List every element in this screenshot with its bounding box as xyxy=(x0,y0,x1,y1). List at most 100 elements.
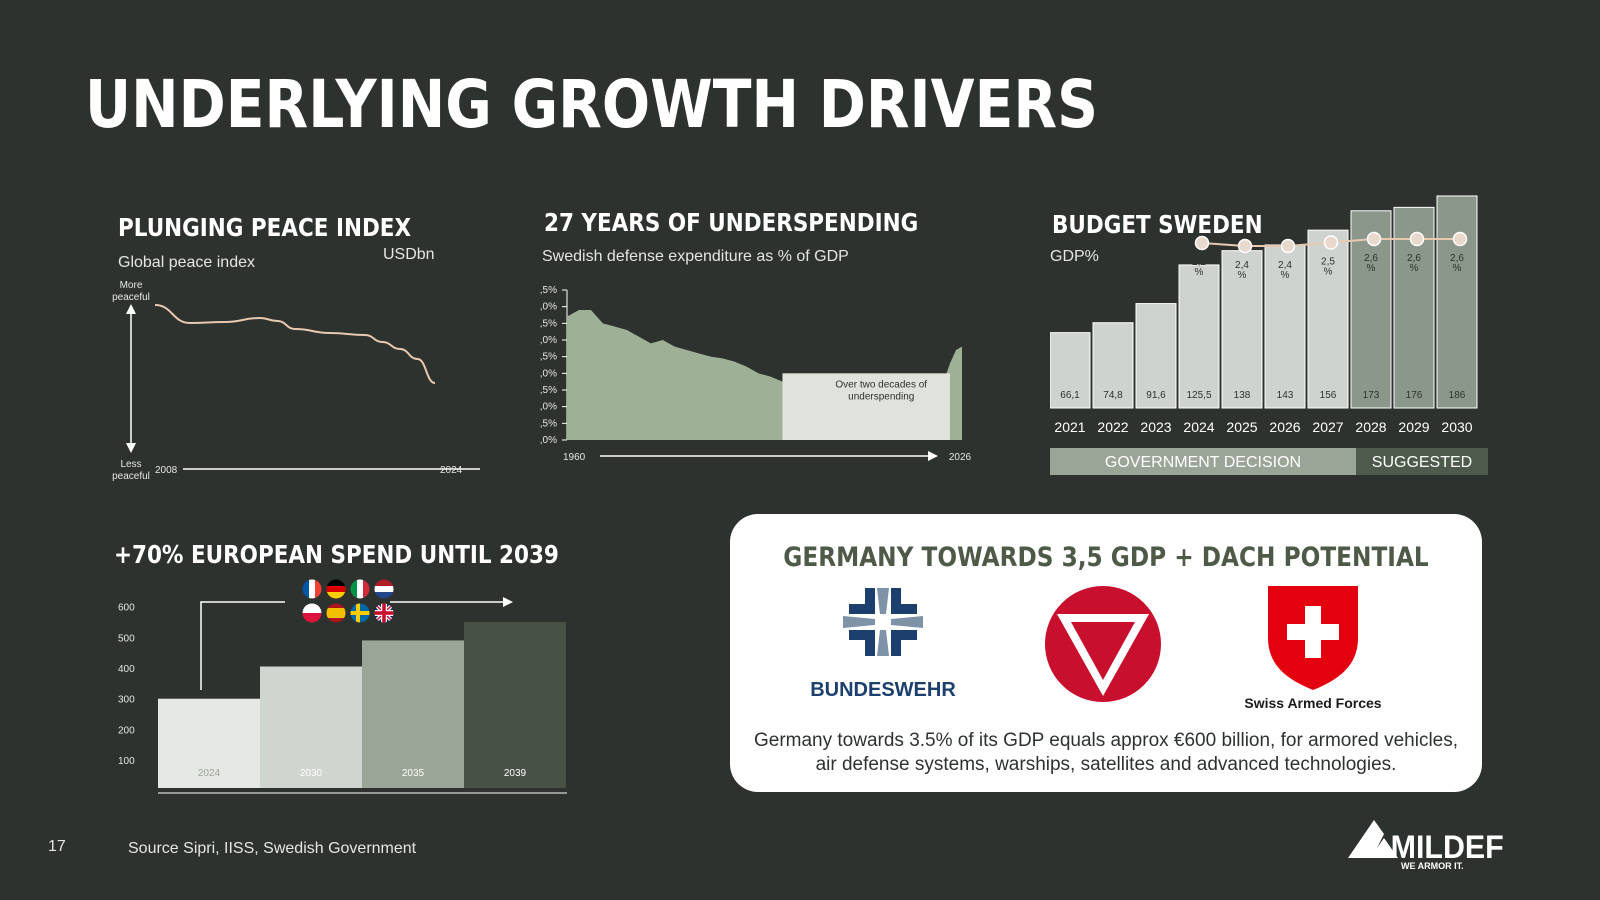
peace-x-start: 2008 xyxy=(155,465,178,476)
euro-bar-label: 2035 xyxy=(402,768,425,779)
budget-gdp-point xyxy=(1409,231,1425,247)
peace-series-line xyxy=(154,304,436,384)
budget-title: BUDGET SWEDEN xyxy=(1052,210,1263,239)
budget-gdp-point xyxy=(1194,235,1210,251)
austrian-armed-forces-icon xyxy=(1045,586,1161,702)
under-subtitle: Swedish defense expenditure as % of GDP xyxy=(542,248,849,265)
euro-arrow-left xyxy=(200,601,285,690)
swiss-label: Swiss Armed Forces xyxy=(1244,695,1381,711)
budget-gdp-label-unit: % xyxy=(1367,263,1376,274)
euro-y-tick: 400 xyxy=(118,664,135,675)
budget-gdp-label-unit: % xyxy=(1195,267,1204,278)
flag-sweden-icon xyxy=(350,603,370,623)
flag-united-kingdom-icon xyxy=(374,603,394,623)
euro-arrow-head xyxy=(503,597,513,607)
euro-y-tick: 100 xyxy=(118,756,135,767)
germany-card-body: Germany towards 3.5% of its GDP equals a… xyxy=(753,730,1459,775)
euro-y-tick: 600 xyxy=(118,603,135,614)
budget-band-suggested-label: SUGGESTED xyxy=(1372,454,1472,471)
germany-card: GERMANY TOWARDS 3,5 GDP + DACH POTENTIAL… xyxy=(730,514,1482,792)
budget-gdp-label: 2,6 xyxy=(1364,253,1378,264)
budget-band-government xyxy=(1050,448,1356,475)
budget-bar xyxy=(1436,195,1478,409)
budget-year-label: 2024 xyxy=(1183,419,1214,435)
budget-bar-value: 156 xyxy=(1320,390,1337,401)
budget-bar-value: 176 xyxy=(1406,390,1423,401)
euro-bar-label: 2030 xyxy=(300,768,323,779)
budget-bar xyxy=(1092,322,1134,409)
euro-title: +70% EUROPEAN SPEND UNTIL 2039 xyxy=(114,540,559,569)
budget-gdp-point xyxy=(1323,235,1339,250)
flag-spain-icon xyxy=(326,603,346,623)
flag-poland-icon xyxy=(302,603,322,623)
budget-gdp-label: 2,4 xyxy=(1278,260,1292,271)
page-title: UNDERLYING GROWTH DRIVERS xyxy=(85,66,1098,143)
budget-gdp-point xyxy=(1237,238,1253,254)
budget-year-label: 2022 xyxy=(1097,419,1128,435)
euro-chart: 100 200 300 400 500 600 2024 2030 2035 2039 xyxy=(118,579,567,794)
peace-chart: More peaceful Less peaceful 2008 2024 xyxy=(112,280,480,482)
flag-france-icon xyxy=(302,579,322,599)
flag-italy-icon xyxy=(350,579,370,599)
budget-bar xyxy=(1264,244,1306,409)
budget-band-government-label: GOVERNMENT DECISION xyxy=(1105,454,1301,471)
budget-bar-value: 66,1 xyxy=(1060,390,1080,401)
budget-bar xyxy=(1221,250,1263,409)
euro-bar-label: 2039 xyxy=(504,768,527,779)
budget-band-suggested xyxy=(1356,448,1488,475)
euro-y-tick: 500 xyxy=(118,633,135,644)
budget-chart: 66,1 74,8 91,6 125,5 138 143 156 173 176 186 2,2%… xyxy=(1050,195,1488,475)
peace-bottom-label-1: Less xyxy=(120,459,141,470)
budget-gdp-label-unit: % xyxy=(1453,263,1462,274)
peace-subtitle: Global peace index xyxy=(118,254,255,271)
budget-gdp-label: 2,6 xyxy=(1450,253,1464,264)
germany-card-title: GERMANY TOWARDS 3,5 GDP + DACH POTENTIAL xyxy=(783,542,1429,573)
peace-unit: USDbn xyxy=(383,246,435,263)
under-y-tick: 2,5% xyxy=(540,352,557,363)
peace-top-label-2: peaceful xyxy=(112,292,150,303)
under-y-tick: 3,0% xyxy=(540,335,557,346)
under-y-tick: 4,0% xyxy=(540,302,557,313)
peace-bottom-label-2: peaceful xyxy=(112,471,150,482)
bundeswehr-label: BUNDESWEHR xyxy=(810,679,956,701)
euro-bar xyxy=(362,640,464,788)
euro-y-tick: 200 xyxy=(118,725,135,736)
budget-gdp-label-unit: % xyxy=(1324,267,1333,278)
under-y-tick: 0,5% xyxy=(540,418,557,429)
budget-bar xyxy=(1178,264,1220,409)
budget-bar-value: 143 xyxy=(1277,390,1294,401)
mildef-tagline: WE ARMOR IT. xyxy=(1401,861,1464,870)
euro-bar xyxy=(464,622,566,788)
budget-gdp-label: 2,6 xyxy=(1407,253,1421,264)
budget-bar xyxy=(1050,332,1091,409)
budget-year-label: 2028 xyxy=(1355,419,1386,435)
under-y-tick: 3,5% xyxy=(540,318,557,329)
under-x-end: 2026 xyxy=(949,452,972,463)
budget-year-label: 2026 xyxy=(1269,419,1300,435)
euro-bar xyxy=(158,698,260,788)
under-annotation-2: underspending xyxy=(848,391,914,402)
under-annotation-band xyxy=(782,373,951,440)
euro-y-tick: 300 xyxy=(118,695,135,706)
underspending-chart: 0,0% 0,5% 1,0% 1,5% 2,0% 2,5% 3,0% 3,5% 4,0% 4,5%… xyxy=(540,285,972,463)
budget-gdp-label-unit: % xyxy=(1281,270,1290,281)
under-annotation-1: Over two decades of xyxy=(835,379,927,390)
budget-gdp-label: 2,4 xyxy=(1235,260,1249,271)
budget-bar-value: 125,5 xyxy=(1186,390,1211,401)
iron-cross-icon xyxy=(843,588,923,656)
budget-gdp-point xyxy=(1366,231,1382,247)
budget-gdp-point xyxy=(1280,238,1296,254)
budget-year-label: 2023 xyxy=(1140,419,1171,435)
budget-gdp-label: 2,5 xyxy=(1321,257,1335,268)
under-x-arrow xyxy=(928,451,938,461)
under-x-start: 1960 xyxy=(563,452,586,463)
budget-year-label: 2027 xyxy=(1312,419,1343,435)
peace-y-arrow-down xyxy=(126,443,136,453)
budget-year-label: 2030 xyxy=(1441,419,1472,435)
bundeswehr-logo: BUNDESWEHR xyxy=(810,588,956,701)
budget-bar-value: 74,8 xyxy=(1103,390,1123,401)
budget-year-label: 2025 xyxy=(1226,419,1257,435)
budget-gdp-label: 2,2 xyxy=(1192,257,1206,268)
under-y-tick: 1,0% xyxy=(540,402,557,413)
budget-gdp-label-unit: % xyxy=(1238,270,1247,281)
